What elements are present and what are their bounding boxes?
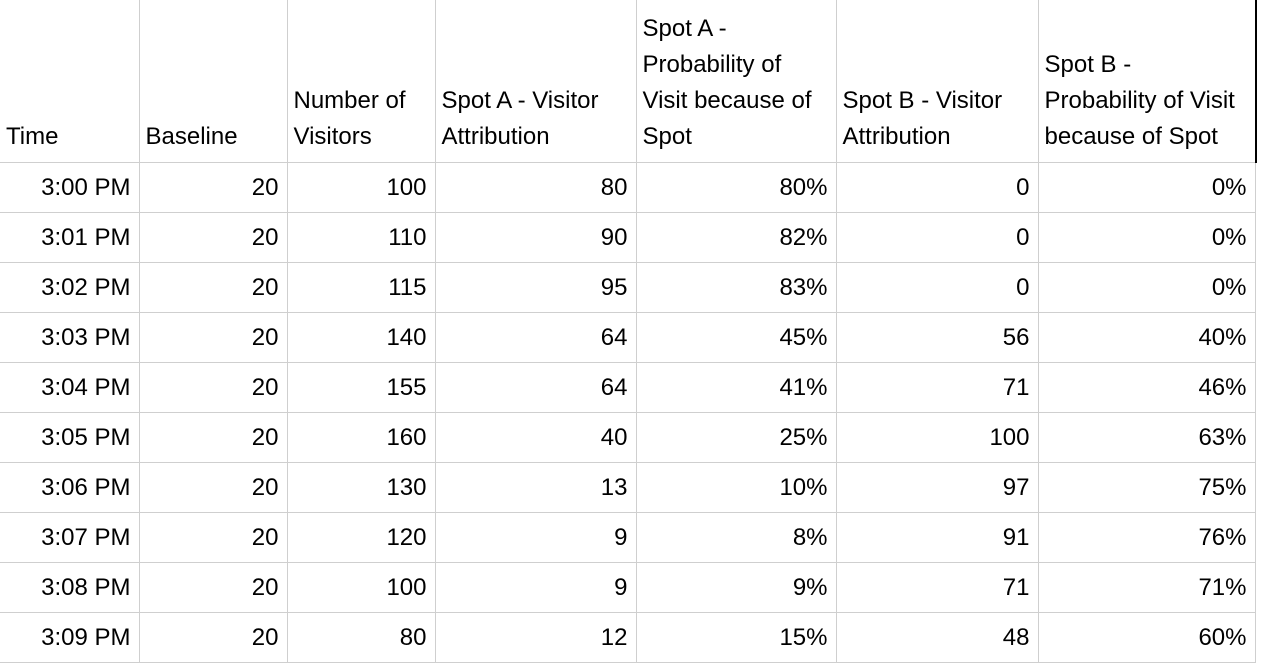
table-cell[interactable]: 20 [138,562,288,613]
table-cell[interactable]: 3:05 PM [0,412,140,463]
table-cell[interactable]: 20 [138,612,288,663]
column-header[interactable]: Spot B - Visitor Attribution [835,0,1039,163]
table-cell[interactable]: 13 [434,462,637,513]
table-cell[interactable]: 0% [1037,262,1256,313]
table-cell[interactable]: 20 [138,262,288,313]
table-cell[interactable]: 100 [286,562,436,613]
table-cell[interactable]: 0 [835,262,1039,313]
table-cell[interactable]: 3:00 PM [0,162,140,213]
table-cell[interactable]: 56 [835,312,1039,363]
table-cell[interactable]: 3:09 PM [0,612,140,663]
table-cell[interactable]: 3:07 PM [0,512,140,563]
table-cell[interactable]: 76% [1037,512,1256,563]
table-row: 3:01 PM 20 110 90 82% 0 0% [0,212,1256,263]
table-cell[interactable]: 155 [286,362,436,413]
table-cell[interactable]: 20 [138,512,288,563]
table-row: 3:06 PM 20 130 13 10% 97 75% [0,462,1256,513]
header-row: Time Baseline Number of Visitors Spot A - V… [0,0,1256,163]
table-cell[interactable]: 80% [635,162,837,213]
table-cell[interactable]: 100 [835,412,1039,463]
table-cell[interactable]: 3:02 PM [0,262,140,313]
table-cell[interactable]: 20 [138,162,288,213]
table-cell[interactable]: 46% [1037,362,1256,413]
table-cell[interactable]: 80 [434,162,637,213]
table-cell[interactable]: 80 [286,612,436,663]
table-cell[interactable]: 97 [835,462,1039,513]
table-cell[interactable]: 120 [286,512,436,563]
table-cell[interactable]: 25% [635,412,837,463]
table-cell[interactable]: 91 [835,512,1039,563]
table-cell[interactable]: 9% [635,562,837,613]
table-cell[interactable]: 0% [1037,162,1256,213]
table-cell[interactable]: 20 [138,362,288,413]
column-header[interactable]: Number of Visitors [286,0,436,163]
table-cell[interactable]: 12 [434,612,637,663]
table-cell[interactable]: 0% [1037,212,1256,263]
table-row: 3:03 PM 20 140 64 45% 56 40% [0,312,1256,363]
column-header[interactable]: Spot A - Probability of Visit because of… [635,0,837,163]
column-header[interactable]: Time [0,0,140,163]
table-cell[interactable]: 64 [434,312,637,363]
table-cell[interactable]: 0 [835,162,1039,213]
table-cell[interactable]: 15% [635,612,837,663]
table-cell[interactable]: 115 [286,262,436,313]
table-cell[interactable]: 48 [835,612,1039,663]
table-body: 3:00 PM 20 100 80 80% 0 0% 3:01 PM 20 110 90 82% 0 0%… [0,162,1256,663]
table-cell[interactable]: 10% [635,462,837,513]
table-cell[interactable]: 75% [1037,462,1256,513]
table-cell[interactable]: 9 [434,512,637,563]
table-cell[interactable]: 63% [1037,412,1256,463]
table-cell[interactable]: 60% [1037,612,1256,663]
table-cell[interactable]: 90 [434,212,637,263]
table-row: 3:09 PM 20 80 12 15% 48 60% [0,612,1256,663]
table-cell[interactable]: 95 [434,262,637,313]
table-row: 3:02 PM 20 115 95 83% 0 0% [0,262,1256,313]
column-divider [1255,0,1257,163]
table-cell[interactable]: 130 [286,462,436,513]
table-cell[interactable]: 110 [286,212,436,263]
table-cell[interactable]: 40% [1037,312,1256,363]
table-cell[interactable]: 40 [434,412,637,463]
table-cell[interactable]: 3:06 PM [0,462,140,513]
table-cell[interactable]: 71 [835,562,1039,613]
table-cell[interactable]: 8% [635,512,837,563]
table-cell[interactable]: 3:01 PM [0,212,140,263]
table-cell[interactable]: 100 [286,162,436,213]
table-cell[interactable]: 3:08 PM [0,562,140,613]
table-cell[interactable]: 71% [1037,562,1256,613]
table-cell[interactable]: 20 [138,312,288,363]
table-header: Time Baseline Number of Visitors Spot A - V… [0,0,1256,163]
table-row: 3:05 PM 20 160 40 25% 100 63% [0,412,1256,463]
table-cell[interactable]: 0 [835,212,1039,263]
table-cell[interactable]: 3:04 PM [0,362,140,413]
column-header[interactable]: Spot B - Probability of Visit because of… [1037,0,1256,163]
table-cell[interactable]: 160 [286,412,436,463]
table-cell[interactable]: 82% [635,212,837,263]
table-cell[interactable]: 140 [286,312,436,363]
table-cell[interactable]: 9 [434,562,637,613]
table-cell[interactable]: 45% [635,312,837,363]
table-cell[interactable]: 71 [835,362,1039,413]
table-cell[interactable]: 20 [138,462,288,513]
table-cell[interactable]: 41% [635,362,837,413]
table-row: 3:07 PM 20 120 9 8% 91 76% [0,512,1256,563]
table-cell[interactable]: 64 [434,362,637,413]
table-cell[interactable]: 20 [138,412,288,463]
table-cell[interactable]: 20 [138,212,288,263]
column-header[interactable]: Spot A - Visitor Attribution [434,0,637,163]
column-header[interactable]: Baseline [138,0,288,163]
table-cell[interactable]: 3:03 PM [0,312,140,363]
table-row: 3:04 PM 20 155 64 41% 71 46% [0,362,1256,413]
table-row: 3:00 PM 20 100 80 80% 0 0% [0,162,1256,213]
table-row: 3:08 PM 20 100 9 9% 71 71% [0,562,1256,613]
table-cell[interactable]: 83% [635,262,837,313]
